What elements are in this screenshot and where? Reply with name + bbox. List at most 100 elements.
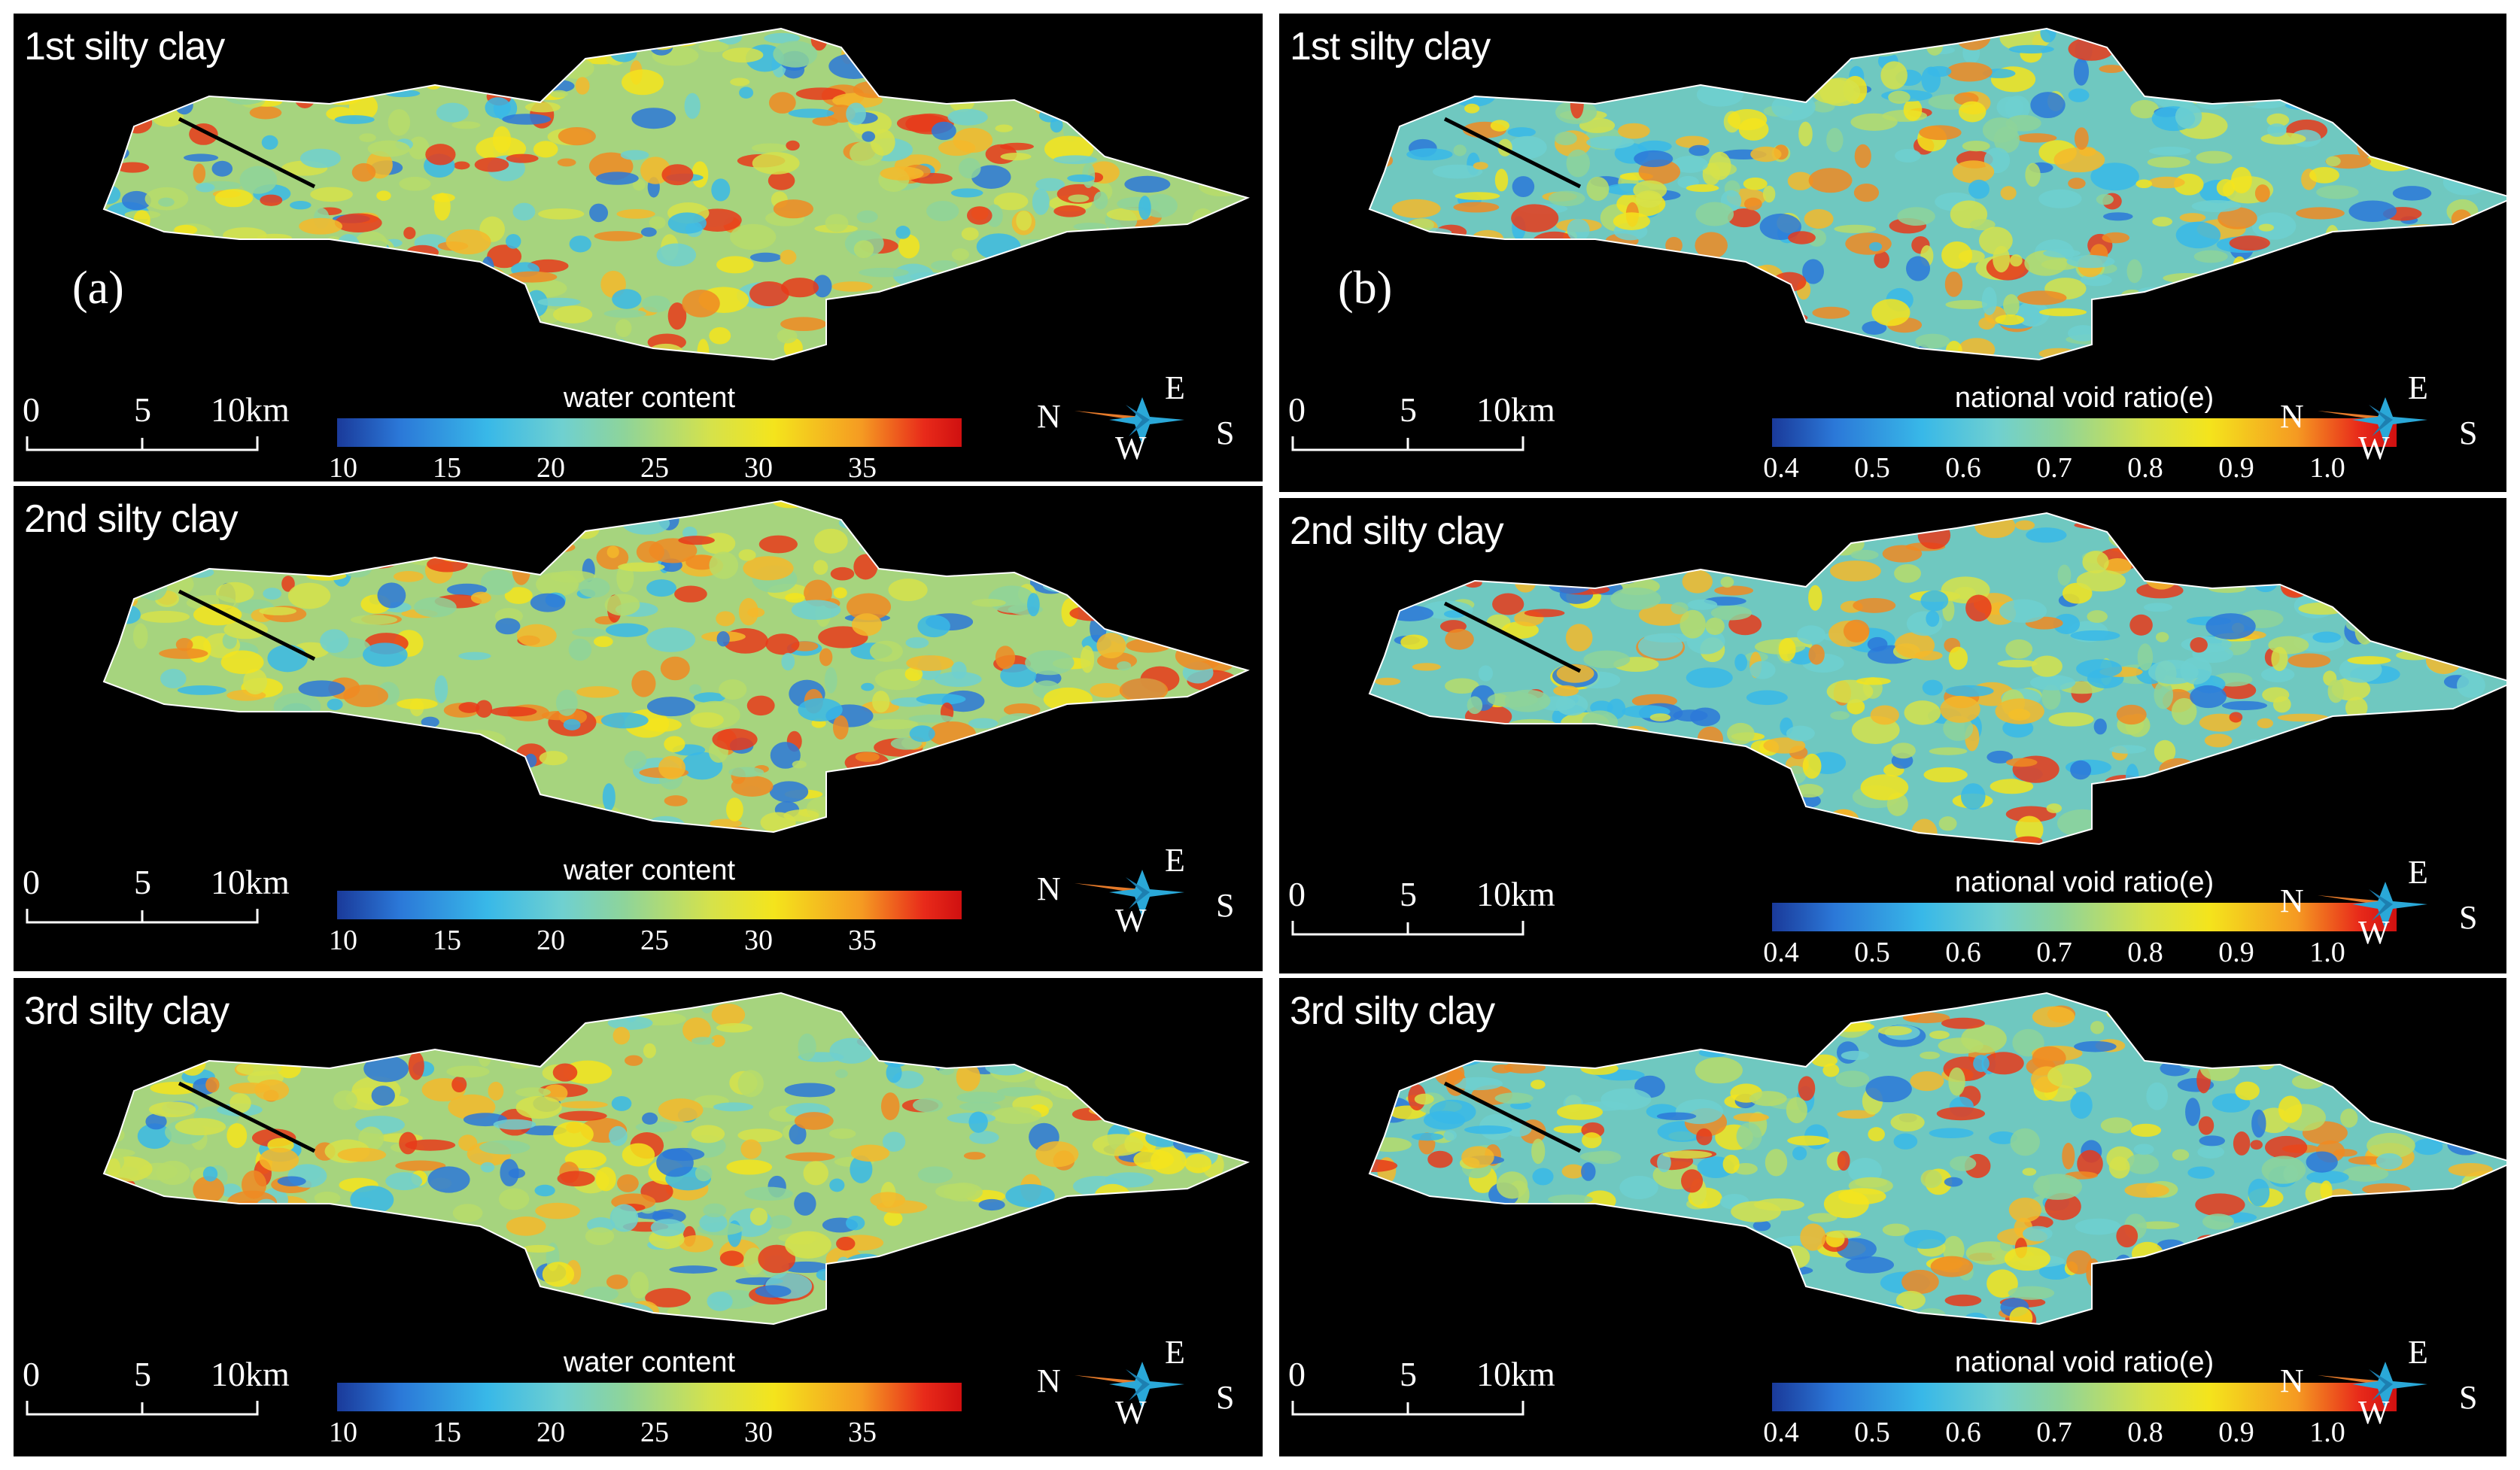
raster-patch [1733, 1162, 1758, 1175]
raster-patch [2271, 646, 2288, 672]
raster-patch [1721, 29, 1763, 39]
raster-patch [1540, 815, 1564, 828]
raster-patch [846, 102, 866, 126]
raster-patch [1637, 633, 1683, 659]
raster-patch [1671, 819, 1701, 831]
raster-patch [1556, 31, 1596, 58]
compass-rose: N E W S [1037, 1332, 1263, 1431]
raster-patch [1532, 1028, 1569, 1046]
raster-patch [343, 685, 388, 708]
raster-patch [436, 1265, 470, 1292]
raster-patch [473, 29, 524, 45]
raster-patch [1532, 1168, 1554, 1186]
raster-patch [602, 29, 634, 38]
raster-patch [2214, 515, 2239, 543]
raster-patch [164, 254, 215, 268]
raster-patch [174, 834, 213, 849]
raster-patch [562, 1001, 613, 1010]
raster-patch [758, 1244, 796, 1274]
raster-patch [1193, 167, 1238, 180]
raster-patch [710, 1034, 725, 1047]
raster-patch [1011, 1272, 1059, 1299]
raster-patch [1133, 1149, 1175, 1170]
raster-patch [1716, 1006, 1749, 1019]
raster-patch [989, 755, 1012, 783]
raster-patch [1464, 578, 1482, 588]
raster-patch [594, 636, 613, 648]
raster-patch [1508, 769, 1546, 785]
raster-patch [2482, 789, 2495, 802]
raster-patch [2360, 993, 2379, 1011]
scale-bar: 0 5 10km [23, 1354, 295, 1429]
raster-patch [1511, 204, 1559, 232]
raster-patch [2075, 1218, 2121, 1235]
raster-patch [958, 158, 981, 179]
raster-patch [553, 1121, 594, 1147]
raster-patch [2340, 1108, 2358, 1128]
raster-patch [317, 286, 339, 313]
raster-patch [1862, 320, 1887, 335]
raster-patch [1995, 698, 2044, 724]
raster-patch [716, 630, 730, 647]
raster-patch [436, 1314, 476, 1324]
raster-patch [934, 671, 982, 688]
raster-patch [165, 1328, 206, 1339]
fault-line [178, 589, 316, 661]
raster-patch [465, 336, 493, 360]
raster-patch [2414, 293, 2432, 308]
raster-patch [1625, 825, 1657, 834]
raster-patch [252, 77, 270, 94]
raster-patch [608, 1125, 628, 1147]
raster-patch [1090, 682, 1123, 698]
raster-patch [1418, 317, 1434, 331]
raster-patch [542, 1262, 575, 1287]
raster-patch [1190, 29, 1240, 53]
raster-patch [2425, 776, 2450, 804]
raster-patch [1473, 162, 1488, 170]
raster-patch [396, 57, 445, 76]
raster-patch [1798, 121, 1813, 147]
raster-patch [645, 1288, 691, 1308]
raster-patch [1570, 90, 1584, 119]
raster-patch [1075, 301, 1102, 326]
raster-patch [505, 233, 521, 249]
raster-patch [237, 993, 266, 1009]
raster-patch [1666, 363, 1715, 375]
raster-patch [2330, 253, 2359, 282]
raster-patch [2114, 993, 2131, 1011]
raster-patch [2442, 31, 2490, 44]
scale-bar: 0 5 10km [1288, 390, 1561, 465]
raster-patch [1628, 546, 1669, 560]
raster-patch [1579, 741, 1600, 758]
raster-patch [1158, 546, 1188, 566]
raster-patch [1676, 827, 1725, 839]
raster-patch [1628, 1283, 1673, 1300]
raster-patch [749, 252, 782, 263]
raster-patch [624, 750, 647, 770]
raster-patch [2360, 1262, 2409, 1272]
raster-patch [2376, 1005, 2391, 1018]
raster-patch [1144, 283, 1172, 302]
raster-patch [372, 1025, 408, 1040]
raster-patch [1647, 30, 1686, 46]
raster-patch [2257, 718, 2274, 729]
raster-patch [2454, 523, 2505, 551]
raster-patch [2456, 1282, 2473, 1308]
raster-patch [989, 1256, 1026, 1277]
raster-patch [1148, 104, 1193, 115]
raster-patch [133, 210, 150, 231]
raster-patch [104, 588, 115, 606]
raster-patch [1557, 1104, 1603, 1120]
raster-patch [1562, 841, 1595, 844]
raster-patch [978, 1198, 1005, 1211]
raster-patch [2306, 1151, 2338, 1173]
raster-patch [433, 812, 480, 832]
raster-patch [882, 1131, 906, 1152]
raster-patch [2154, 838, 2186, 844]
raster-patch [2119, 1007, 2139, 1018]
raster-patch [512, 202, 536, 221]
raster-patch [1583, 1270, 1599, 1298]
raster-patch [1384, 1333, 1427, 1341]
raster-patch [572, 363, 622, 371]
raster-patch [167, 1229, 195, 1250]
